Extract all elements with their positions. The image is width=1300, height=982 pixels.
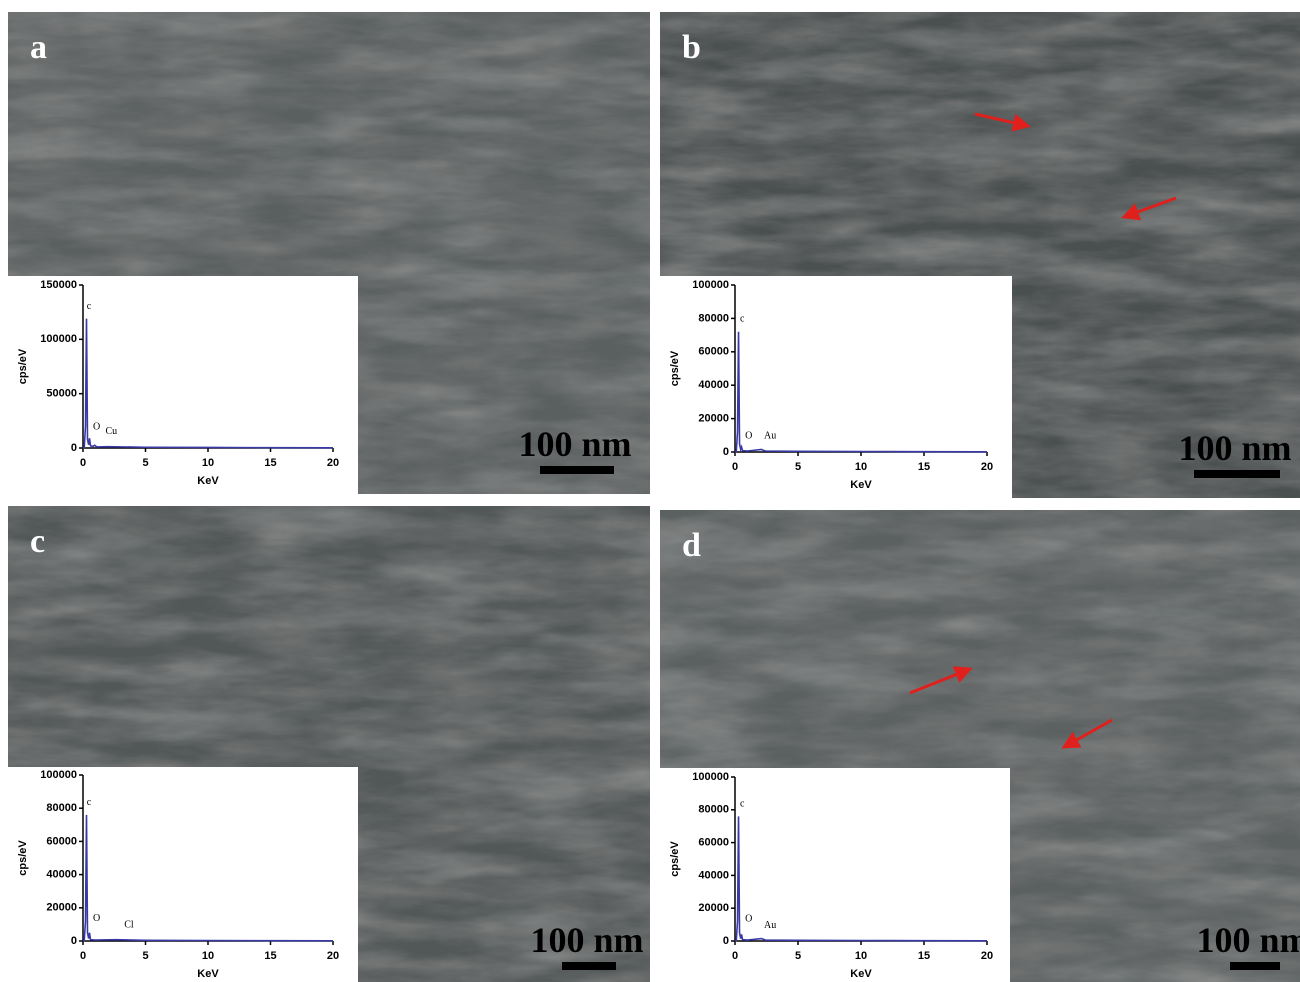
y-tick-label: 100000 [692, 771, 729, 783]
x-tick-label: 10 [855, 461, 867, 473]
scale-bar-label: 100 nm [518, 424, 631, 464]
y-axis-label: cps/eV [17, 840, 29, 876]
y-tick-label: 20000 [46, 902, 77, 914]
x-axis-label: KeV [197, 475, 219, 487]
peak-label: c [740, 314, 745, 325]
inset-box [8, 276, 358, 494]
y-tick-label: 0 [723, 935, 729, 947]
x-tick-label: 20 [327, 950, 339, 962]
y-tick-label: 60000 [698, 837, 729, 849]
y-tick-label: 80000 [698, 312, 729, 324]
y-tick-label: 60000 [698, 346, 729, 358]
x-tick-label: 20 [327, 457, 339, 469]
scale-bar [1230, 962, 1280, 970]
y-tick-label: 50000 [46, 388, 77, 400]
x-tick-label: 10 [202, 457, 214, 469]
y-tick-label: 40000 [698, 379, 729, 391]
x-tick-label: 0 [80, 950, 86, 962]
y-tick-label: 100000 [40, 333, 77, 345]
peak-label: Cl [124, 920, 134, 931]
x-axis-label: KeV [850, 479, 872, 491]
x-tick-label: 15 [918, 950, 930, 962]
y-tick-label: 0 [71, 935, 77, 947]
y-axis-label: cps/eV [669, 350, 681, 386]
x-tick-label: 20 [981, 461, 993, 473]
y-tick-label: 0 [71, 442, 77, 454]
y-tick-label: 40000 [46, 869, 77, 881]
y-tick-label: 80000 [46, 802, 77, 814]
peak-label: Au [764, 920, 776, 931]
figure: a100 nm05000010000015000005101520KeVcps/… [0, 0, 1300, 982]
y-axis-label: cps/eV [17, 348, 29, 384]
peak-label: c [740, 799, 745, 810]
x-axis-label: KeV [197, 968, 219, 980]
panel-label: c [30, 523, 45, 560]
y-tick-label: 20000 [698, 413, 729, 425]
x-tick-label: 0 [80, 457, 86, 469]
x-tick-label: 5 [795, 950, 801, 962]
x-tick-label: 5 [142, 950, 148, 962]
x-tick-label: 10 [202, 950, 214, 962]
x-tick-label: 15 [918, 461, 930, 473]
panel-label: d [682, 527, 701, 564]
x-axis-label: KeV [850, 968, 872, 980]
peak-label: O [93, 913, 100, 924]
scale-bar-label: 100 nm [1178, 428, 1291, 468]
peak-label: O [745, 431, 752, 442]
y-tick-label: 150000 [40, 279, 77, 291]
x-tick-label: 10 [855, 950, 867, 962]
y-tick-label: 40000 [698, 869, 729, 881]
scale-bar [562, 962, 616, 970]
y-axis-label: cps/eV [669, 841, 681, 877]
panel-label: a [30, 29, 47, 66]
x-tick-label: 20 [981, 950, 993, 962]
x-tick-label: 5 [142, 457, 148, 469]
scale-bar-label: 100 nm [1196, 920, 1300, 960]
peak-label: Au [764, 431, 776, 442]
x-tick-label: 15 [264, 950, 276, 962]
x-tick-label: 15 [264, 457, 276, 469]
peak-label: c [87, 797, 92, 808]
scale-bar [540, 466, 614, 474]
x-tick-label: 0 [732, 461, 738, 473]
y-tick-label: 60000 [46, 835, 77, 847]
peak-label: Cu [106, 426, 118, 437]
y-tick-label: 20000 [698, 902, 729, 914]
x-tick-label: 0 [732, 950, 738, 962]
peak-label: c [87, 301, 92, 312]
panel-label: b [682, 29, 701, 66]
scale-bar [1194, 470, 1280, 478]
scale-bar-label: 100 nm [530, 920, 643, 960]
y-tick-label: 80000 [698, 804, 729, 816]
peak-label: O [745, 913, 752, 924]
peak-label: O [93, 422, 100, 433]
x-tick-label: 5 [795, 461, 801, 473]
y-tick-label: 0 [723, 446, 729, 458]
y-tick-label: 100000 [40, 769, 77, 781]
y-tick-label: 100000 [692, 279, 729, 291]
